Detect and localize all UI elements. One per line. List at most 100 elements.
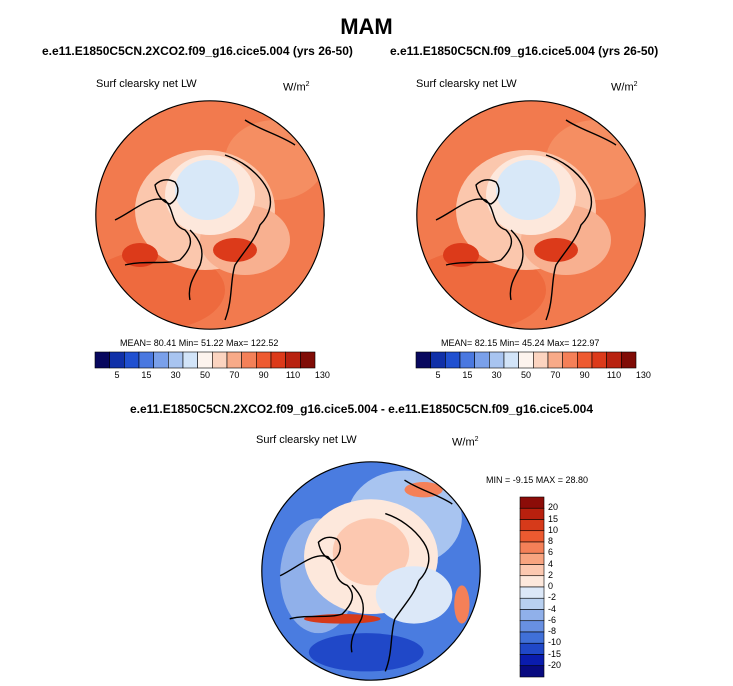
panel3-field-region — [332, 518, 410, 586]
panel1-colorbar-tick-label: 30 — [170, 370, 181, 380]
panel3-colorbar-box — [519, 586, 545, 599]
panel3-field-region — [308, 633, 424, 672]
panel1-stats: MEAN= 80.41 Min= 51.22 Max= 122.52 — [120, 338, 279, 348]
panel2-colorbar-tick-label: 130 — [635, 370, 651, 380]
panel3-colorbar-tick-label: -10 — [548, 637, 562, 648]
panel3-colorbar-box — [519, 620, 545, 633]
panel2-colorbar-box — [577, 351, 593, 369]
panel1-colorbar-tick-label: 70 — [229, 370, 240, 380]
panel2-coastline — [435, 198, 513, 266]
panel1-variable: Surf clearsky net LW — [96, 78, 197, 90]
panel3-field-region — [304, 614, 381, 624]
panel3-colorbar-box — [519, 496, 545, 509]
panel2-colorbar-tick-label: 30 — [491, 370, 502, 380]
panel3-colorbar-tick-label: -8 — [548, 626, 557, 636]
panel2-greenland-coast — [475, 179, 500, 205]
panel2-field-region — [534, 238, 578, 262]
panel2-variable: Surf clearsky net LW — [416, 78, 517, 90]
panel2-stats: MEAN= 82.15 Min= 45.24 Max= 122.97 — [441, 338, 600, 348]
panel1-colorbar-box — [138, 351, 154, 369]
panel1-colorbar-tick-label: 5 — [114, 370, 120, 380]
panel1-colorbar-tick-label: 90 — [258, 370, 269, 380]
panel2-polar-map — [416, 100, 646, 330]
panel1-colorbar — [94, 351, 316, 369]
panel3-colorbar-box — [519, 564, 545, 577]
panel1-colorbar-box — [256, 351, 272, 369]
panel2-colorbar-box — [547, 351, 563, 369]
panel1-colorbar-tick-label: 130 — [314, 370, 330, 380]
panel1-colorbar-labels: 5 15 30 50 70 90 110 130 — [95, 370, 329, 382]
panel2-map-border — [416, 100, 646, 330]
panel2-colorbar-box — [533, 351, 549, 369]
panel3-colorbar-box — [519, 631, 545, 644]
panel2-coastline — [509, 229, 524, 301]
panel1-polar-map — [95, 100, 325, 330]
panel3-title: e.e11.E1850C5CN.2XCO2.f09_g16.cice5.004 … — [130, 402, 593, 416]
panel1-colorbar-box — [94, 351, 110, 369]
panel3-field-region — [375, 566, 453, 624]
panel1-map-border — [95, 100, 325, 330]
panel1-greenland-coast — [154, 179, 179, 205]
panel1-colorbar-tick-label: 50 — [199, 370, 210, 380]
panel1-colorbar-tick-label: 110 — [285, 370, 301, 380]
panel1-coastline — [188, 229, 203, 301]
panel1-colorbar-box — [226, 351, 242, 369]
panel3-colorbar-box — [519, 654, 545, 667]
panel2-colorbar-tick-label: 5 — [435, 370, 441, 380]
panel3-colorbar-tick-label: -6 — [548, 614, 557, 625]
panel3-colorbar-tick-label: 6 — [548, 547, 554, 558]
panel3-colorbar-tick-label: 8 — [548, 536, 554, 546]
panel1-title: e.e11.E1850C5CN.2XCO2.f09_g16.cice5.004 … — [42, 44, 353, 58]
panel3-colorbar-tick-label: -20 — [548, 659, 562, 670]
panel2-colorbar-tick-label: 90 — [579, 370, 590, 380]
panel2-colorbar-box — [591, 351, 607, 369]
panel3-variable: Surf clearsky net LW — [256, 434, 357, 446]
panel3-colorbar-box — [519, 609, 545, 622]
panel3-colorbar-tick-label: 4 — [548, 558, 554, 569]
panel2-colorbar-tick-label: 110 — [606, 370, 622, 380]
panel2-colorbar-box — [562, 351, 578, 369]
panel2-field-region — [443, 243, 479, 267]
panel1-units: W/m2 — [283, 81, 310, 94]
panel2-colorbar-box — [445, 351, 461, 369]
panel2-colorbar-box — [606, 351, 622, 369]
panel2-colorbar-box — [489, 351, 505, 369]
panel3-colorbar-tick-label: 20 — [548, 502, 559, 513]
panel3-colorbar-box — [519, 575, 545, 588]
panel1-colorbar-box — [197, 351, 213, 369]
panel2-coastline — [545, 154, 593, 321]
panel3-stats: MIN = -9.15 MAX = 28.80 — [486, 475, 589, 485]
panel3-colorbar-box — [519, 665, 545, 678]
main-title: MAM — [340, 14, 393, 39]
panel1-colorbar-tick-label: 15 — [141, 370, 152, 380]
panel2-colorbar-box — [415, 351, 431, 369]
panel1-field-region — [122, 243, 158, 267]
panel1-arctic-ice-region — [175, 160, 239, 220]
panel3-colorbar-box — [519, 642, 545, 655]
panel3-coastline — [404, 479, 453, 505]
panel2-title: e.e11.E1850C5CN.f09_g16.cice5.004 (yrs 2… — [390, 44, 659, 58]
panel3-colorbar-tick-label: 10 — [548, 524, 559, 535]
panel1-coastline — [114, 198, 192, 266]
panel1-colorbar-box — [168, 351, 184, 369]
panel2-colorbar-box — [459, 351, 475, 369]
panel3-polar-map — [261, 461, 481, 681]
panel2-colorbar-labels: 5 15 30 50 70 90 110 130 — [416, 370, 650, 382]
panel3-colorbar-tick-label: -15 — [548, 648, 562, 659]
panel1-colorbar-box — [285, 351, 301, 369]
panel2-colorbar-tick-label: 70 — [550, 370, 561, 380]
panel1-colorbar-box — [109, 351, 125, 369]
panel3-coastline — [384, 512, 430, 672]
panel1-colorbar-box — [241, 351, 257, 369]
panel3-colorbar-tick-label: 0 — [548, 581, 554, 591]
panel2-colorbar — [415, 351, 637, 369]
panel1-field-region — [213, 238, 257, 262]
panel3-coastline — [279, 555, 354, 620]
panel2-coastline — [565, 119, 617, 146]
panel3-colorbar-box — [519, 552, 545, 565]
panel3-colorbar-labels: 20 15 10 8 6 4 2 0 -2 -4 -6 -8 -10 -15 -20 — [548, 497, 578, 677]
panel3-units: W/m2 — [452, 436, 479, 449]
panel3-colorbar-tick-label: 15 — [548, 513, 559, 524]
panel3-colorbar-box — [519, 507, 545, 520]
panel3-colorbar — [519, 496, 545, 678]
